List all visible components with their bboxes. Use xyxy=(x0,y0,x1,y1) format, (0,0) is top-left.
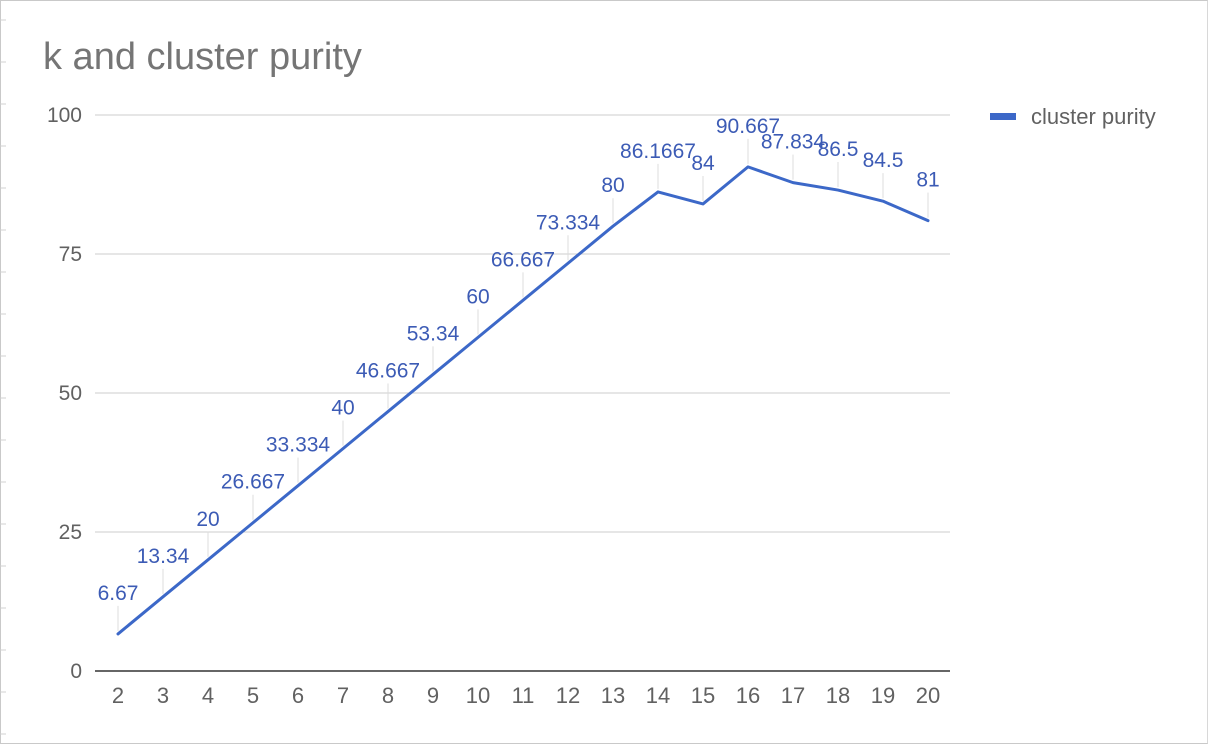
x-tick-label: 4 xyxy=(202,683,214,708)
x-tick-label: 15 xyxy=(691,683,715,708)
x-axis-ticks: 2 3 4 5 6 7 8 9 10 11 12 13 14 15 16 17 18 19 20 xyxy=(112,683,940,708)
data-label: 81 xyxy=(916,169,939,192)
gridlines xyxy=(95,114,950,672)
data-label: 33.334 xyxy=(266,434,331,457)
x-tick-label: 11 xyxy=(512,683,535,708)
data-label: 86.5 xyxy=(818,138,859,161)
data-label: 86.1667 xyxy=(620,140,696,163)
data-label: 60 xyxy=(466,285,489,308)
data-label: 66.667 xyxy=(491,248,555,271)
data-label: 6.67 xyxy=(98,582,139,605)
y-tick-label: 75 xyxy=(59,243,82,266)
y-tick-label: 0 xyxy=(70,660,82,683)
data-label: 53.34 xyxy=(407,322,460,345)
y-tick-label: 25 xyxy=(59,521,82,544)
data-label: 20 xyxy=(196,508,219,531)
x-tick-label: 8 xyxy=(382,683,394,708)
x-tick-label: 7 xyxy=(337,683,349,708)
y-tick-label: 100 xyxy=(47,104,82,127)
y-axis-ticks: 0 25 50 75 100 xyxy=(47,104,82,683)
y-tick-label: 50 xyxy=(59,382,82,405)
x-tick-label: 5 xyxy=(247,683,259,708)
x-tick-label: 17 xyxy=(781,683,805,708)
series-lines xyxy=(116,165,930,636)
x-tick-label: 3 xyxy=(157,683,169,708)
data-label: 40 xyxy=(331,397,354,420)
data-label: 87.834 xyxy=(761,131,826,154)
x-tick-label: 20 xyxy=(916,683,940,708)
x-tick-label: 14 xyxy=(646,683,670,708)
x-tick-label: 9 xyxy=(427,683,439,708)
x-tick-label: 16 xyxy=(736,683,760,708)
data-label: 90.667 xyxy=(716,115,780,138)
x-tick-label: 13 xyxy=(601,683,625,708)
data-label: 26.667 xyxy=(221,471,285,494)
data-label: 84.5 xyxy=(863,149,904,172)
data-label: 80 xyxy=(601,174,624,197)
x-tick-label: 12 xyxy=(556,683,580,708)
chart-title: k and cluster purity xyxy=(43,36,362,78)
legend: cluster purity xyxy=(990,104,1156,129)
data-label: 84 xyxy=(691,152,715,175)
legend-label: cluster purity xyxy=(1031,104,1156,129)
x-tick-label: 19 xyxy=(871,683,895,708)
x-tick-label: 6 xyxy=(292,683,304,708)
data-label: 73.334 xyxy=(536,211,601,234)
x-tick-label: 10 xyxy=(466,683,490,708)
data-label-leaders xyxy=(117,138,929,631)
series-line xyxy=(116,165,930,636)
x-tick-label: 18 xyxy=(826,683,850,708)
data-label: 46.667 xyxy=(356,360,420,383)
legend-swatch xyxy=(990,113,1016,120)
x-tick-label: 2 xyxy=(112,683,124,708)
data-label: 13.34 xyxy=(137,545,190,568)
left-ruler xyxy=(0,19,6,735)
